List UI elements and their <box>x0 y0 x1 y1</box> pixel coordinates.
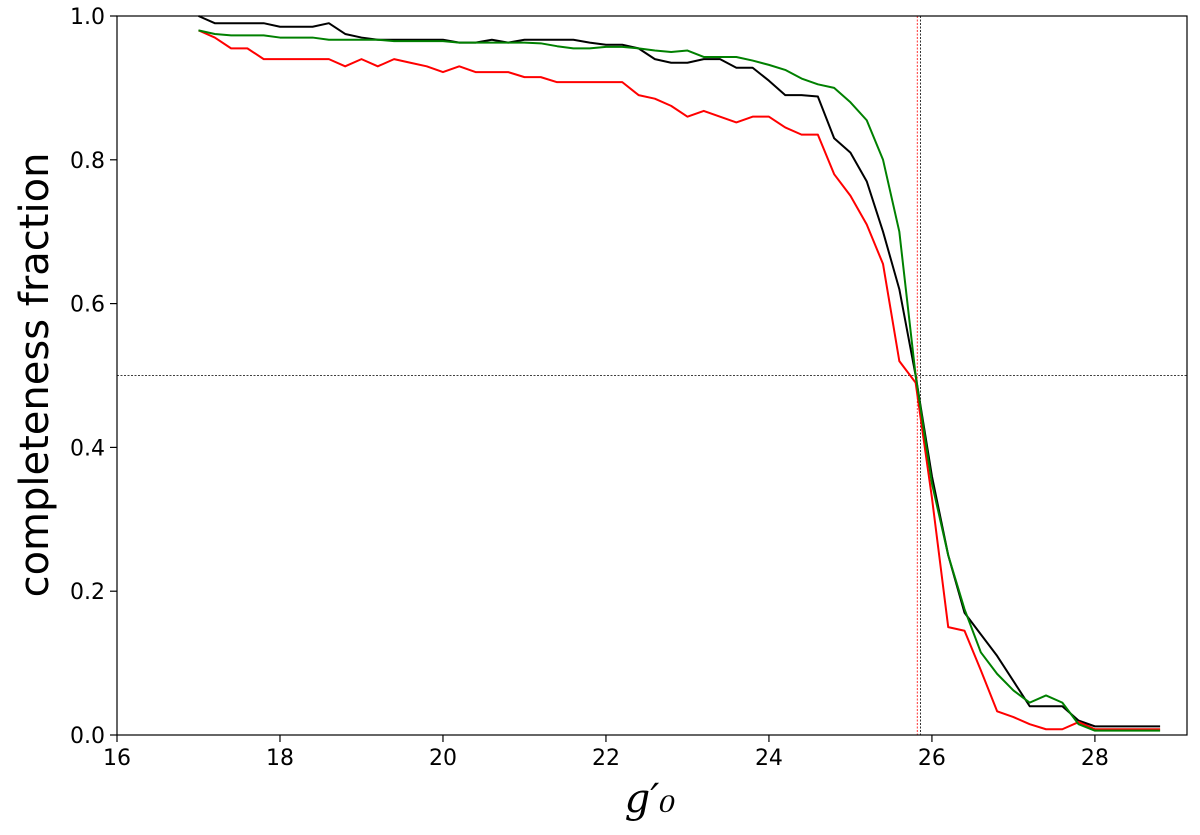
y-tick-label: 0.6 <box>70 293 105 318</box>
x-tick-label: 28 <box>1081 746 1109 771</box>
x-tick-label: 26 <box>918 746 946 771</box>
y-tick-label: 0.4 <box>70 436 105 461</box>
series-line <box>198 15 1161 728</box>
plot-frame <box>116 15 1188 736</box>
y-tick-label: 1.0 <box>70 5 105 30</box>
x-tick-label: 18 <box>266 746 294 771</box>
x-axis-label: g′₀ <box>625 776 676 822</box>
series-line <box>198 29 1161 731</box>
x-tick-label: 20 <box>429 746 457 771</box>
y-tick-label: 0.8 <box>70 149 105 174</box>
x-tick-label: 24 <box>755 746 783 771</box>
y-axis-label: completeness fraction <box>12 153 58 598</box>
x-tick-label: 22 <box>592 746 620 771</box>
y-tick-label: 0.2 <box>70 580 105 605</box>
series-line <box>198 29 1161 732</box>
y-tick-label: 0.0 <box>70 724 105 749</box>
x-tick-label: 16 <box>103 746 131 771</box>
